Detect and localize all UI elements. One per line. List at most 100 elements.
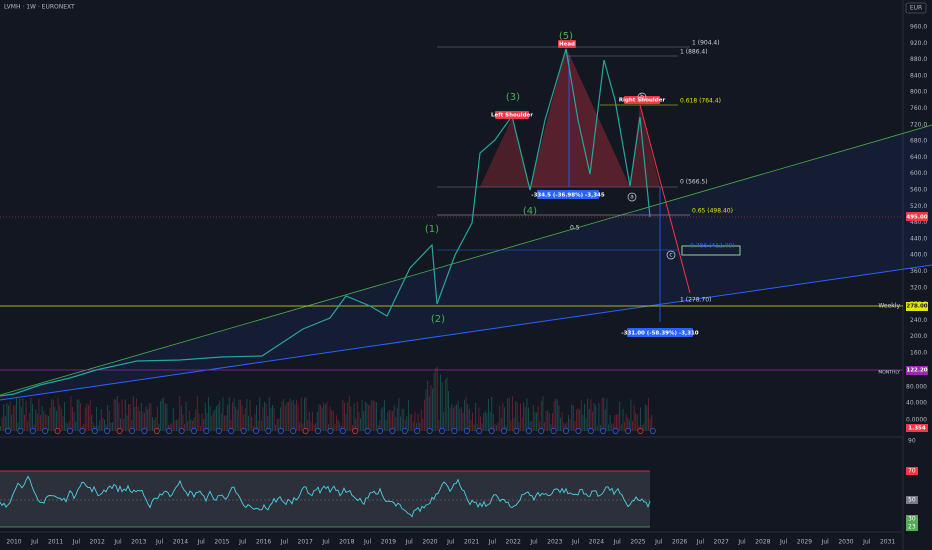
volume-bar: [8, 405, 9, 431]
volume-bar: [478, 407, 480, 431]
volume-bar: [201, 413, 203, 431]
volume-bars: [0, 366, 656, 434]
volume-bar: [104, 419, 105, 431]
volume-bar: [238, 399, 240, 431]
volume-bar: [480, 416, 481, 431]
time-tick-label: Jul: [363, 539, 372, 546]
volume-bar: [217, 404, 219, 431]
volume-bar: [244, 408, 246, 431]
volume-bar: [496, 425, 497, 431]
volume-bar: [147, 409, 149, 431]
volume-bar: [59, 404, 61, 431]
volume-bar: [4, 416, 6, 431]
time-tick-label: Jul: [280, 539, 289, 546]
time-tick-label: 2012: [90, 539, 105, 546]
volume-bar: [574, 420, 576, 431]
currency[interactable]: EUR: [910, 5, 922, 12]
volume-bar: [617, 414, 619, 431]
fib-label: 0.65 (498.40): [692, 208, 733, 215]
volume-bar: [443, 411, 445, 431]
volume-bar: [465, 396, 467, 431]
volume-bar: [12, 405, 14, 431]
head-shape: [530, 47, 630, 187]
volume-bar: [462, 412, 464, 431]
volume-bar: [296, 400, 297, 431]
volume-bar: [428, 396, 430, 431]
volume-bar: [164, 403, 166, 431]
volume-bar: [427, 380, 429, 431]
volume-bar: [299, 422, 301, 431]
time-tick-label: 2014: [173, 539, 188, 546]
volume-bar: [264, 401, 265, 431]
volume-bar: [566, 422, 568, 431]
rsi-tick-label: 90: [908, 438, 916, 445]
volume-bar: [160, 401, 161, 431]
time-tick-label: 2025: [630, 539, 645, 546]
volume-bar: [260, 420, 262, 431]
time-tick-label: 2016: [256, 539, 271, 546]
volume-bar: [433, 372, 435, 431]
volume-bar: [17, 422, 19, 431]
volume-bar: [633, 404, 635, 431]
event-icon: [513, 428, 520, 434]
time-tick-label: 2031: [880, 539, 895, 546]
fib-label: 1 (278.70): [680, 297, 711, 304]
volume-bar: [560, 417, 561, 431]
volume-bar: [400, 416, 401, 431]
volume-bar: [129, 404, 131, 431]
volume-bar: [350, 406, 352, 431]
volume-bar: [624, 421, 625, 431]
volume-bar: [126, 415, 128, 431]
fib-label: 0.786 (412.09): [690, 243, 735, 250]
volume-bar: [534, 412, 536, 431]
measure-label: -331.00 (-58.39%) -3,310: [621, 331, 698, 337]
volume-bar: [41, 406, 43, 431]
volume-bar: [115, 399, 117, 431]
volume-bar: [547, 409, 549, 431]
volume-tick-label: 0.0000: [906, 417, 927, 424]
event-icon: [327, 428, 334, 434]
event-icon: [414, 428, 421, 434]
time-tick-label: 2028: [755, 539, 770, 546]
volume-bar: [72, 407, 73, 431]
volume-bar: [464, 400, 465, 431]
volume-bar: [515, 400, 517, 431]
event-icon: [600, 428, 607, 434]
volume-bar: [368, 405, 369, 431]
volume-bar: [380, 408, 382, 431]
volume-bar: [651, 415, 653, 431]
currency-button[interactable]: [905, 2, 927, 14]
event-icon: [141, 428, 148, 434]
volume-bar: [619, 401, 621, 431]
volume-bar: [502, 403, 504, 431]
volume-bar: [406, 415, 408, 431]
volume-bar: [268, 397, 270, 431]
volume-bar: [208, 397, 209, 431]
volume-bar: [422, 418, 424, 431]
rsi-tick-label: 70: [908, 468, 916, 475]
volume-bar: [304, 397, 305, 431]
target-box: [681, 245, 741, 256]
volume-bar: [256, 405, 257, 431]
volume-bar: [491, 396, 493, 431]
event-icon: [501, 428, 507, 434]
volume-bar: [312, 411, 313, 431]
volume-bar: [585, 418, 587, 431]
volume-bar: [569, 418, 571, 431]
volume-bar: [324, 404, 326, 431]
volume-bar: [601, 398, 603, 431]
volume-bar: [526, 398, 528, 431]
volume-bar: [539, 420, 541, 431]
volume-bar: [43, 410, 45, 431]
volume-bar: [408, 399, 409, 431]
volume-bar: [49, 407, 51, 431]
volume-bar: [608, 424, 609, 431]
volume-bar: [1, 417, 3, 431]
volume-bar: [612, 423, 614, 431]
time-tick-label: 2020: [422, 539, 437, 546]
rsi-badge: [906, 467, 918, 475]
volume-bar: [310, 421, 312, 431]
volume-tick-label: 40.000: [906, 400, 927, 407]
event-icon: [426, 428, 433, 434]
volume-bar: [556, 399, 558, 431]
